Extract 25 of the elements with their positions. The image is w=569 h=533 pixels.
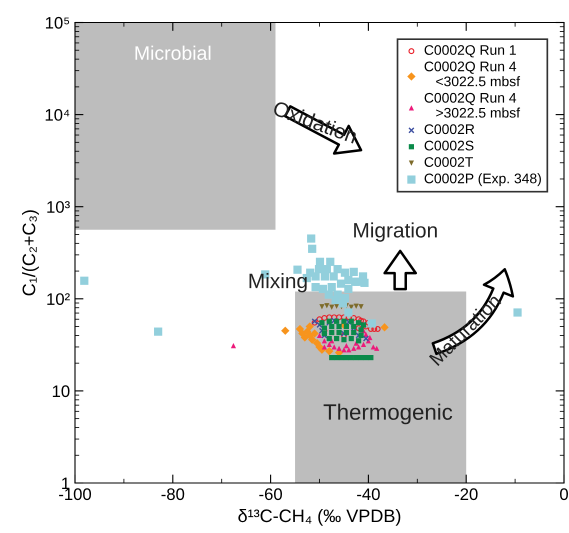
x-tick-label: -60 (259, 488, 282, 500)
legend-label: C0002S (424, 140, 474, 151)
y-tick-label: 10⁵ (46, 16, 70, 29)
annotation: Microbial (136, 46, 210, 60)
x-tick-label: -100 (59, 488, 92, 500)
legend-label: C0002Q Run 1 (424, 45, 516, 58)
x-tick-label: 0 (560, 488, 568, 500)
y-axis-title: C₁/(C₂+C₃) (22, 210, 39, 296)
legend-label: C0002Q Run 4 >3022.5 mbsf (424, 92, 520, 118)
legend-label: C0002Q Run 4 <3022.5 mbsf (424, 62, 520, 86)
y-tick-label: 10⁴ (46, 109, 70, 121)
x-tick-label: -80 (161, 488, 184, 500)
legend-label: C0002T (424, 157, 473, 167)
annotation: Thermogenic (324, 404, 452, 424)
y-tick-label: 10² (47, 293, 70, 306)
y-tick-label: 1 (62, 478, 70, 490)
legend-label: C0002R (424, 124, 474, 134)
y-tick-label: 10 (52, 385, 70, 398)
y-tick-label: 10³ (47, 201, 70, 213)
annotation: Mixing (250, 272, 307, 292)
annotation: Migration (354, 222, 437, 242)
x-axis-title: δ¹³C-CH₄ (‰ VPDB) (238, 508, 400, 526)
x-tick-label: -40 (357, 488, 380, 500)
x-tick-label: -20 (454, 488, 478, 500)
legend-label: C0002P (Exp. 348) (424, 173, 541, 186)
